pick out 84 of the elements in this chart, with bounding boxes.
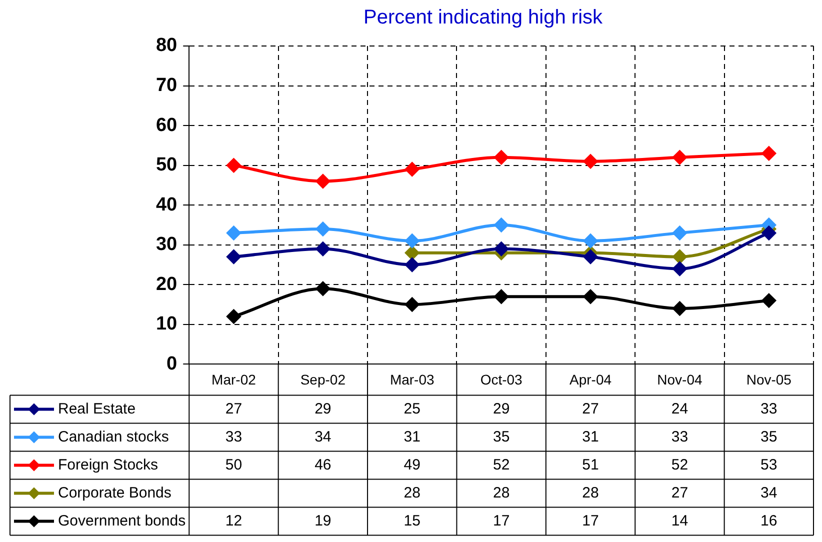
data-label: 28 <box>582 484 599 502</box>
data-label: 34 <box>314 428 332 446</box>
data-label: 25 <box>404 400 420 418</box>
y-tick-label: 50 <box>156 154 178 176</box>
data-label: 52 <box>492 456 510 474</box>
x-tick-label: Mar-02 <box>212 371 256 388</box>
point <box>672 262 687 276</box>
data-label: 15 <box>404 512 420 530</box>
point <box>584 234 598 248</box>
y-tick-label: 0 <box>166 353 178 374</box>
point <box>405 298 420 312</box>
point <box>494 218 508 232</box>
y-tick-label: 20 <box>156 274 178 295</box>
y-tick-label: 80 <box>156 35 178 56</box>
point <box>672 150 687 164</box>
x-tick-label: Oct-03 <box>480 371 523 388</box>
data-label: 33 <box>760 400 778 418</box>
point <box>762 146 776 160</box>
point <box>762 294 776 308</box>
data-label: 53 <box>760 456 778 474</box>
data-label: 16 <box>760 512 778 530</box>
point <box>316 242 330 256</box>
data-label: 29 <box>492 400 510 418</box>
data-label: 34 <box>760 484 778 502</box>
legend-label: Corporate Bonds <box>58 484 172 502</box>
y-tick-label: 30 <box>156 234 178 256</box>
point <box>405 162 420 176</box>
data-label: 33 <box>671 428 688 446</box>
data-label: 17 <box>582 512 599 530</box>
data-label: 27 <box>582 400 599 418</box>
y-tick-label: 40 <box>156 194 178 216</box>
point <box>226 158 241 172</box>
data-label: 52 <box>671 456 688 474</box>
y-tick-label: 70 <box>156 75 178 96</box>
point <box>584 250 598 264</box>
chart-title: Percent indicating high risk <box>363 6 604 29</box>
data-label: 46 <box>314 456 332 474</box>
point <box>584 154 598 168</box>
data-label: 31 <box>404 428 420 446</box>
data-label: 31 <box>582 428 599 446</box>
point <box>405 258 420 272</box>
point <box>316 282 330 296</box>
data-label: 50 <box>225 456 242 474</box>
point <box>226 226 241 240</box>
data-label: 35 <box>492 428 510 446</box>
data-label: 12 <box>225 512 242 530</box>
data-label: 35 <box>760 428 778 446</box>
point <box>672 302 687 316</box>
data-label: 24 <box>671 400 688 418</box>
data-label: 27 <box>671 484 688 502</box>
data-label: 51 <box>582 456 599 474</box>
data-label: 14 <box>671 512 688 530</box>
y-tick-label: 10 <box>156 314 178 335</box>
point <box>405 246 420 260</box>
point <box>762 226 776 240</box>
point <box>226 250 241 264</box>
x-tick-label: Mar-03 <box>390 371 434 388</box>
point <box>316 174 330 188</box>
data-label: 49 <box>404 456 420 474</box>
legend-label: Real Estate <box>58 400 136 418</box>
point <box>405 234 420 248</box>
y-tick-label: 60 <box>156 114 178 136</box>
point <box>584 290 598 304</box>
data-label: 28 <box>492 484 510 502</box>
x-tick-label: Apr-04 <box>569 371 612 388</box>
point <box>494 150 508 164</box>
data-label: 29 <box>314 400 332 418</box>
legend-label: Government bonds <box>58 512 186 530</box>
x-tick-label: Nov-04 <box>657 371 702 388</box>
point <box>494 242 508 256</box>
data-label: 27 <box>225 400 242 418</box>
data-label: 19 <box>314 512 332 530</box>
point <box>672 250 687 264</box>
x-tick-label: Sep-02 <box>300 371 346 388</box>
data-label: 28 <box>404 484 420 502</box>
legend-label: Canadian stocks <box>58 428 169 446</box>
data-label: 17 <box>492 512 510 530</box>
point <box>672 226 687 240</box>
legend-label: Foreign Stocks <box>58 456 158 474</box>
data-label: 33 <box>225 428 242 446</box>
point <box>226 309 241 324</box>
x-tick-label: Nov-05 <box>746 371 792 388</box>
point <box>316 222 330 236</box>
point <box>494 290 508 304</box>
